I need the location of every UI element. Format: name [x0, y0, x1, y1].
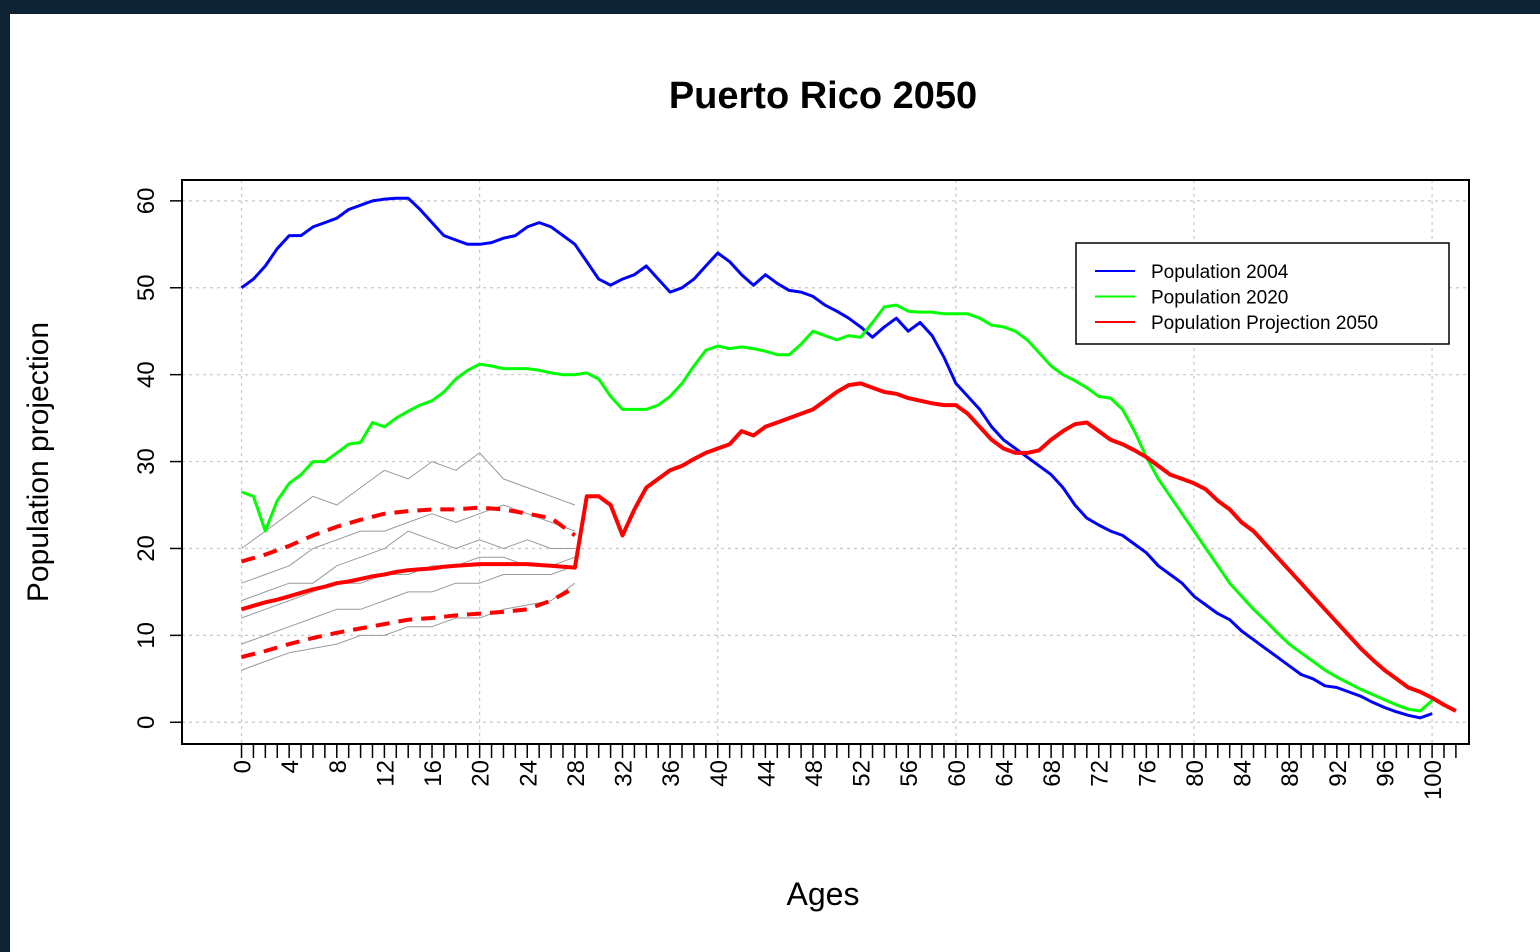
- y-tick-label: 40: [133, 361, 160, 388]
- chart-title: Puerto Rico 2050: [669, 75, 977, 117]
- series-line: [240, 303, 1434, 713]
- y-tick-label: 0: [133, 716, 160, 729]
- x-tick-label: 36: [658, 760, 685, 787]
- x-tick-label: 64: [991, 760, 1018, 787]
- x-tick-label: 0: [230, 760, 257, 773]
- band-line: [241, 585, 576, 660]
- legend-label: Population 2020: [1151, 288, 1288, 309]
- legend-label: Population 2004: [1151, 262, 1289, 283]
- x-tick-label: 60: [944, 760, 971, 787]
- x-tick-label: 92: [1325, 760, 1352, 787]
- x-tick-label: 72: [1087, 760, 1114, 787]
- series-line: [240, 381, 1457, 713]
- x-tick-label: 48: [801, 760, 828, 787]
- y-tick-label: 20: [133, 535, 160, 562]
- x-tick-label: 68: [1039, 760, 1066, 787]
- x-tick-label: 96: [1372, 760, 1399, 787]
- x-tick-label: 84: [1230, 760, 1257, 787]
- simulation-line: [241, 530, 575, 602]
- x-tick-label: 32: [611, 760, 638, 787]
- y-tick-label: 10: [133, 622, 160, 649]
- x-tick-label: 52: [849, 760, 876, 787]
- legend-label: Population Projection 2050: [1151, 313, 1378, 334]
- x-tick-label: 24: [515, 760, 542, 787]
- y-tick-label: 60: [133, 188, 160, 215]
- x-tick-label: 16: [420, 760, 447, 787]
- y-tick-label: 30: [133, 448, 160, 475]
- x-tick-label: 56: [896, 760, 923, 787]
- legend-box: [1075, 242, 1450, 345]
- y-axis-label: Population projection: [22, 322, 55, 602]
- simulation-line: [241, 582, 576, 671]
- x-tick-label: 76: [1134, 760, 1161, 787]
- x-tick-label: 20: [468, 760, 495, 787]
- x-tick-label: 28: [563, 760, 590, 787]
- x-axis-label: Ages: [787, 876, 860, 912]
- panel: [10, 14, 1540, 952]
- simulation-line: [241, 452, 576, 549]
- simulation-line: [241, 565, 576, 645]
- band-line: [240, 505, 577, 564]
- x-tick-label: 80: [1182, 760, 1209, 787]
- series-line: [240, 196, 1433, 720]
- x-tick-label: 4: [277, 760, 304, 773]
- y-tick-label: 50: [133, 274, 160, 301]
- x-tick-label: 12: [372, 760, 399, 787]
- x-tick-label: 44: [753, 760, 780, 787]
- x-tick-label: 40: [706, 760, 733, 787]
- x-tick-label: 8: [325, 760, 352, 773]
- x-tick-label: 100: [1420, 760, 1447, 800]
- x-tick-label: 88: [1277, 760, 1304, 787]
